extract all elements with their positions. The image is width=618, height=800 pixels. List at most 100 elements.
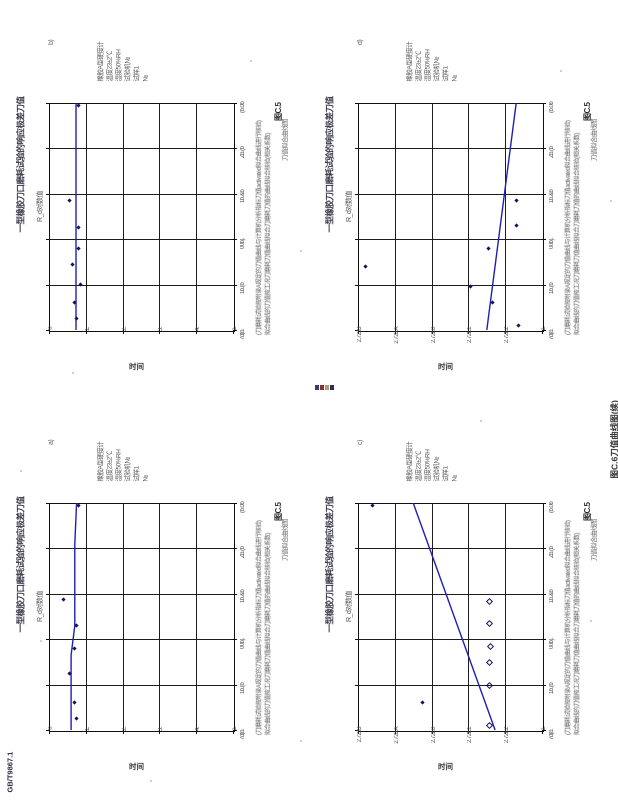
edge-caption: 图C.6刀值曲线图(续) (609, 399, 618, 478)
tick (159, 330, 161, 334)
gridline-v (159, 103, 161, 330)
tick (355, 284, 358, 286)
category-tick-label: 1b.&b (240, 190, 246, 204)
caption-line-1: (刀磨耗试验按附录A规定的刀值曲线与计算机分析指标刀值activated拟合曲线… (564, 520, 572, 735)
plot-area (358, 103, 544, 332)
annotation-line: 湿度50%RH (115, 49, 122, 81)
category-tick-label: Zb.(b (240, 146, 246, 158)
gridline-h (49, 593, 233, 595)
annotation-line: 湿度50%RH (115, 449, 122, 481)
tick (233, 330, 237, 331)
gridline-h (358, 639, 542, 641)
tick (358, 330, 359, 334)
category-tick-label: 1b.(b (240, 282, 246, 295)
caption-line-1: (刀磨耗试验按附录A规定的刀值曲线与计算机分析指标刀值activated拟合曲线… (255, 520, 263, 735)
panel-label: d) (357, 39, 364, 45)
center-mark-swatch (315, 385, 319, 390)
annotation-line: 试样1 (133, 65, 140, 81)
annotation-line: 湿度50%RH (424, 449, 431, 481)
annotation-line: 橡胶A型硬度计 (97, 441, 104, 481)
tick (394, 330, 396, 334)
annotation-line: 试验机№ (124, 56, 131, 81)
tick (233, 239, 237, 241)
chart-title: 一型橡胶刀口磨耗试验的响应极差刀值 (15, 95, 25, 232)
gridline-h (49, 284, 233, 286)
tick (46, 503, 49, 504)
panel-label: c) (357, 440, 364, 445)
chart-quadrant-bottom-right: c) 一型橡胶刀口磨耗试验的响应极差刀值 R_d对数值 橡胶A型硬度计 温度23±2℃ 湿… (309, 400, 618, 800)
annotation-line: 试样1 (442, 465, 449, 481)
category-tick-label: 1b.&b (240, 590, 246, 604)
annotation-line: 橡胶A型硬度计 (406, 41, 413, 81)
gridline-h (358, 548, 542, 550)
category-tick-label: (b.0b (549, 101, 555, 113)
gridline-v (505, 503, 507, 730)
category-tick-label: Zb.(b (549, 146, 555, 158)
annotation-line: № (451, 474, 458, 481)
axis-title: 时间 (438, 362, 453, 371)
tick (355, 730, 358, 731)
scan-speckle (150, 780, 152, 782)
annotation-line: 温度23±2℃ (106, 450, 113, 481)
tick (233, 193, 237, 195)
annotation-line: № (451, 74, 458, 81)
tick (159, 730, 161, 734)
tick (233, 730, 234, 734)
tick (542, 330, 543, 334)
category-tick-label: 00b). (549, 237, 555, 249)
gridline-v (431, 503, 433, 730)
tick (542, 193, 546, 195)
category-tick-label: 00b). (240, 637, 246, 649)
tick (46, 284, 49, 286)
tick (355, 193, 358, 195)
scan-speckle (590, 620, 592, 622)
chart-title: 一型橡胶刀口磨耗试验的响应极差刀值 (324, 495, 334, 632)
chart-subtitle: R_d对数值 (346, 591, 353, 622)
gridline-h (358, 684, 542, 686)
tick (355, 239, 358, 241)
trend-line (70, 502, 78, 730)
tick (355, 684, 358, 686)
gridline-v (85, 503, 87, 730)
footer-stamp: GB/T9867.1 (5, 751, 14, 792)
category-tick-label: 7d(b. (549, 328, 555, 340)
scan-speckle (330, 120, 332, 122)
chart-subtitle: R_d对数值 (346, 191, 353, 222)
gridline-v (394, 503, 396, 730)
tick (542, 330, 546, 331)
tick (233, 730, 237, 731)
tick (355, 639, 358, 641)
tick (542, 548, 546, 550)
gridline-v (505, 103, 507, 330)
tick (122, 330, 124, 334)
gridline-h (358, 239, 542, 241)
chart-title: 一型橡胶刀口磨耗试验的响应极差刀值 (15, 495, 25, 632)
annotation-line: 温度23±2℃ (106, 50, 113, 81)
axis-title: 时间 (438, 762, 453, 771)
gridline-h (49, 639, 233, 641)
tick (355, 330, 358, 331)
tick (542, 239, 546, 241)
tick (468, 330, 470, 334)
annotation-line: 试验机№ (433, 456, 440, 481)
category-tick-label: 7d(b. (240, 328, 246, 340)
caption-tail: 刀值拟合曲线图 (282, 118, 289, 161)
gridline-v (468, 103, 470, 330)
tick (46, 330, 49, 331)
annotation-line: 橡胶A型硬度计 (97, 41, 104, 81)
caption-line-1: (刀磨耗试验按附录A规定的刀值曲线与计算机分析指标刀值activated拟合曲线… (564, 120, 572, 335)
tick (233, 684, 237, 686)
category-tick-label: 1b.(b (240, 682, 246, 695)
category-tick-label: 1b.&b (549, 190, 555, 204)
tick (46, 593, 49, 595)
tick (355, 103, 358, 104)
caption-line-1: (刀磨耗试验按附录A规定的刀值曲线与计算机分析指标刀值activated拟合曲线… (255, 120, 263, 335)
tick (431, 330, 433, 334)
plot-area (358, 503, 544, 732)
axis-title: 时间 (129, 362, 144, 371)
gridline-h (49, 193, 233, 195)
tick (233, 330, 234, 334)
scan-speckle (300, 250, 302, 252)
category-tick-label: Zb.(b (549, 546, 555, 558)
